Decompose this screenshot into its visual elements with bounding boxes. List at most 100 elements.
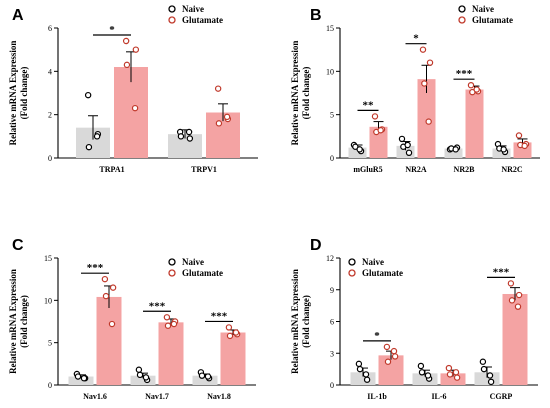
y-tick-label: 0 [48,154,52,163]
y-tick-label: 10 [44,296,52,305]
y-tick-label: 12 [326,254,334,263]
data-point [383,343,391,351]
legend-marker [168,5,176,13]
data-point [131,104,139,112]
data-point [355,360,363,368]
x-tick-label: IL-6 [431,392,446,401]
panel-letter: A [12,7,24,24]
error-bar [88,115,98,140]
data-point [405,149,413,156]
data-point [170,320,178,328]
data-point [123,61,131,69]
data-point [232,329,240,336]
y-tick-label: 15 [44,254,52,263]
panel-B: B Relative mRNA Expression (Fold change) 0 5… [290,4,540,174]
y-axis-label: Relative mRNA Expression [8,41,18,146]
data-point [101,275,109,283]
data-point [417,362,425,370]
y-tick-label: 2 [48,111,52,120]
data-point [132,46,140,53]
significance-label: * [413,33,419,45]
data-point [452,369,460,376]
y-axis-label: (Fold change) [19,295,29,348]
panel-letter: D [310,237,322,254]
bar-naive-nav1.8 [192,375,218,385]
bar-naive-nr2c [492,148,511,158]
data-point [515,291,523,299]
data-point [85,143,93,151]
significance-label: *** [493,266,510,278]
data-point [363,376,371,383]
data-point [377,127,384,134]
data-point [185,128,193,136]
x-tick-label: TRPA1 [99,165,124,174]
data-point [424,372,432,379]
data-point [122,37,130,45]
data-point [80,375,88,382]
bar-naive-mglur5 [348,147,367,158]
data-point [142,374,150,381]
legend-marker [348,258,356,266]
data-point [362,371,370,378]
x-tick-label: IL-1b [367,392,387,401]
error-bar [218,103,228,122]
legend-label: Glutamate [362,268,403,278]
bar-glutamate-il-1b [378,355,404,385]
y-axis-label: (Fold change) [19,67,29,120]
x-tick-label: NR2B [454,165,476,174]
data-point [226,332,234,340]
data-point [418,369,426,376]
y-tick-label: 0 [330,154,334,163]
significance-label: * [109,24,115,36]
y-axis-label: Relative mRNA Expression [290,269,300,374]
legend-label: Naive [182,4,204,14]
bar-glutamate-nav1.6 [96,296,122,385]
data-point [109,284,117,291]
legend-marker [458,16,466,24]
data-point [521,142,528,150]
data-point [204,373,212,380]
data-point [467,81,475,89]
legend-marker [168,269,176,277]
y-tick-label: 3 [330,349,334,358]
panel-letter: C [12,237,24,254]
significance-label: *** [211,310,228,322]
data-point [102,292,110,300]
data-point [473,86,480,93]
data-point [507,280,515,287]
data-point [356,365,364,373]
legend-label: Naive [362,257,384,267]
significance-label: *** [456,68,473,80]
data-point [74,373,82,380]
y-tick-label: 9 [330,286,334,295]
bar-naive-trpv1 [168,134,202,158]
x-tick-label: Nav1.7 [145,392,169,401]
significance-label: * [374,330,380,342]
y-axis-label: (Fold change) [301,295,311,348]
data-point [108,320,116,328]
legend-label: Glutamate [182,15,223,25]
data-point [93,133,101,140]
legend-label: Naive [472,4,494,14]
y-axis-label: Relative mRNA Expression [290,41,300,146]
data-point [164,322,172,329]
data-point [404,141,411,149]
panel-A: A Relative mRNA Expression (Fold change) 0 2… [8,4,258,174]
bar-glutamate-mglur5 [369,126,388,158]
data-point [486,372,494,379]
y-tick-label: 0 [330,381,334,390]
data-point [384,358,392,365]
x-tick-label: NR2C [501,165,523,174]
panel-D: D Relative mRNA Expression (Fold change) 0 3… [290,237,538,401]
significance-label: *** [87,262,104,274]
panel-letter: B [310,7,322,24]
legend-label: Naive [182,257,204,267]
data-point [356,146,363,153]
y-tick-label: 6 [330,318,334,327]
legend-label: Glutamate [472,15,513,25]
data-point [398,135,406,143]
significance-label: ** [363,99,375,111]
